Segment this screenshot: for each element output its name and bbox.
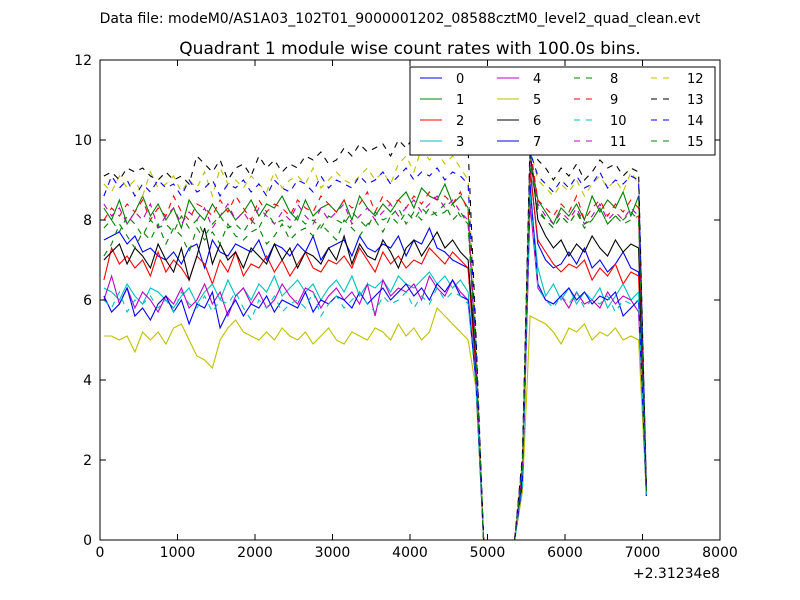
series-line-7: [103, 183, 647, 540]
legend-label-14: 14: [687, 114, 704, 129]
y-tick-label: 10: [74, 133, 92, 149]
legend-label-6: 6: [533, 114, 541, 129]
legend-label-2: 2: [456, 114, 464, 129]
plot-area: [99, 59, 721, 541]
legend-label-1: 1: [456, 93, 464, 108]
series-line-12: [103, 146, 647, 540]
y-tick-label: 4: [83, 373, 92, 389]
series-line-10: [103, 191, 647, 540]
legend-label-4: 4: [533, 72, 541, 87]
x-tick-label: 5000: [470, 545, 506, 561]
x-axis: 0 1000 2000 3000 4000 5000 6000 7000 8000: [96, 60, 738, 561]
series-line-11: [103, 159, 647, 540]
chart-title: Quadrant 1 module wise count rates with …: [179, 39, 640, 59]
x-tick-label: 6000: [547, 545, 583, 561]
x-tick-label: 1000: [160, 545, 196, 561]
x-tick-label: 8000: [702, 545, 738, 561]
y-tick-label: 2: [83, 453, 92, 469]
series-line-8: [103, 155, 647, 540]
series-line-5: [103, 306, 647, 540]
x-tick-label: 4000: [392, 545, 428, 561]
x-axis-offset-label: +2.31234e8: [633, 566, 720, 582]
series-line-15: [103, 163, 647, 540]
legend-label-8: 8: [610, 72, 618, 87]
x-tick-label: 7000: [625, 545, 661, 561]
legend-label-7: 7: [533, 135, 541, 150]
x-tick-label: 3000: [315, 545, 351, 561]
legend-label-15: 15: [687, 135, 704, 150]
legend-label-12: 12: [687, 72, 704, 87]
y-tick-label: 8: [83, 213, 92, 229]
legend-frame: [409, 66, 716, 156]
legend-label-11: 11: [610, 135, 627, 150]
series-line-14: [103, 151, 647, 540]
legend-label-0: 0: [456, 72, 464, 87]
series-line-1: [103, 155, 647, 540]
series-lines: [103, 126, 647, 540]
y-tick-label: 12: [74, 53, 92, 69]
legend-label-10: 10: [610, 114, 627, 129]
series-line-3: [103, 195, 647, 540]
legend-label-9: 9: [610, 93, 618, 108]
y-tick-label: 0: [83, 533, 92, 549]
legend-label-5: 5: [533, 93, 541, 108]
series-line-6: [103, 151, 647, 540]
x-tick-label: 2000: [237, 545, 273, 561]
legend-label-13: 13: [687, 93, 704, 108]
x-tick-label: 0: [96, 545, 105, 561]
figure-suptitle: Data file: modeM0/AS1A03_102T01_90000012…: [100, 11, 701, 27]
legend-label-3: 3: [456, 135, 464, 150]
y-tick-label: 6: [83, 293, 92, 309]
series-line-13: [103, 126, 647, 540]
